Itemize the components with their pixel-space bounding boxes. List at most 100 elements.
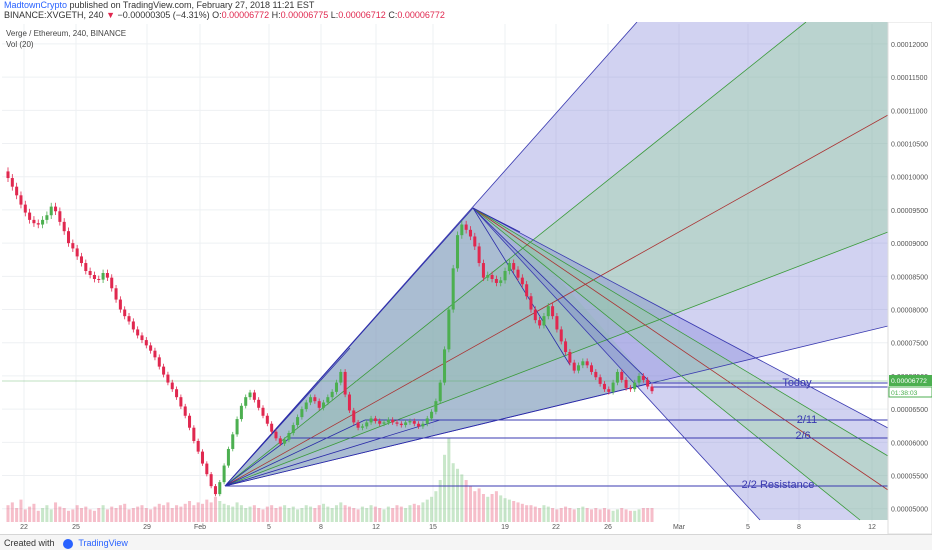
candle-body — [430, 411, 434, 419]
candle — [205, 461, 209, 477]
candle-body — [309, 397, 313, 403]
last-price-value: 0.00006772 — [891, 378, 927, 385]
candle-body — [136, 329, 140, 336]
candle-body — [624, 379, 628, 388]
candle-body — [447, 309, 451, 350]
candle — [477, 242, 481, 267]
candle-body — [209, 474, 213, 487]
annotation-label: 2/6 — [795, 430, 810, 442]
candle-body — [520, 277, 524, 285]
tradingview-logo-icon — [63, 538, 74, 549]
volume-bar — [235, 502, 239, 522]
candle-body — [460, 224, 464, 236]
candle-body — [175, 389, 179, 398]
candle-body — [486, 274, 490, 278]
candle — [438, 379, 442, 404]
volume-bar — [71, 509, 75, 522]
candle-body — [378, 421, 382, 424]
candle-body — [317, 401, 321, 408]
volume-bar — [170, 508, 174, 522]
candle-body — [525, 284, 529, 297]
x-tick-label: 5 — [746, 524, 750, 531]
candle — [97, 275, 101, 284]
candle-body — [438, 382, 442, 402]
candle — [594, 369, 598, 381]
candle — [49, 202, 53, 219]
footer-brand-link[interactable]: TradingView — [78, 538, 128, 548]
x-tick-label: 25 — [72, 524, 80, 531]
candle-body — [54, 206, 58, 212]
volume-bar — [101, 505, 105, 522]
candle-body — [468, 229, 472, 237]
candle — [481, 259, 485, 282]
candle-body — [183, 406, 187, 416]
candle — [239, 403, 243, 422]
candle — [15, 182, 19, 200]
volume-bar — [114, 508, 118, 522]
candle-body — [222, 465, 226, 483]
volume-bar — [378, 508, 382, 522]
candle — [512, 259, 516, 274]
candle — [192, 425, 196, 444]
candle — [633, 379, 637, 392]
candle — [347, 391, 351, 414]
volume-bar — [434, 491, 438, 522]
candle — [360, 423, 364, 431]
volume-bar — [499, 495, 503, 522]
candle — [196, 438, 200, 454]
candle-body — [110, 277, 114, 289]
x-tick-label: 12 — [372, 524, 380, 531]
candle-body — [343, 371, 347, 395]
volume-bar — [334, 505, 338, 522]
candle — [222, 463, 226, 485]
candle — [538, 317, 542, 329]
candle-body — [41, 219, 45, 225]
volume-bar — [555, 509, 559, 522]
candle — [443, 346, 447, 386]
volume-bar — [274, 508, 278, 522]
candle — [460, 220, 464, 239]
candle — [589, 362, 594, 375]
candle-body — [75, 248, 79, 257]
gann-fan-drawings — [2, 22, 889, 521]
candle — [615, 369, 619, 386]
candle-body — [577, 365, 581, 371]
candle — [330, 389, 334, 400]
price-chart[interactable]: 0.00012000 0.00011500 0.00011000 0.00010500… — [0, 22, 932, 534]
volume-bar — [421, 502, 425, 522]
candle-body — [166, 374, 170, 383]
volume-bar — [192, 505, 196, 522]
candle-body — [434, 401, 438, 412]
candle-body — [425, 418, 429, 424]
volume-bar — [464, 480, 468, 522]
volume-bar — [365, 508, 369, 522]
candle-body — [10, 178, 14, 187]
volume-bar — [602, 508, 606, 522]
volume-bar — [6, 505, 10, 522]
candle — [313, 394, 317, 404]
candle — [162, 363, 166, 378]
volume-bar — [581, 506, 585, 522]
candle — [213, 484, 217, 497]
volume-bar — [32, 503, 36, 522]
volume-bar — [291, 506, 295, 522]
volume-bar — [265, 506, 269, 522]
candle — [248, 389, 252, 400]
candle — [235, 416, 239, 437]
volume-bar — [486, 496, 490, 522]
volume-bar — [188, 501, 192, 522]
volume-bar — [360, 506, 364, 522]
candle-body — [404, 422, 408, 426]
candle-body — [235, 419, 239, 435]
candle — [131, 318, 135, 333]
candle-body — [226, 448, 230, 466]
volume-bar — [278, 506, 282, 522]
candle-body — [105, 273, 109, 278]
author-link[interactable]: MadtownCrypto — [4, 0, 68, 10]
candle-body — [551, 306, 555, 317]
volume-bar — [75, 505, 79, 522]
candle — [399, 421, 403, 428]
candle-body — [529, 296, 533, 310]
candle-body — [391, 419, 395, 423]
candle — [503, 267, 507, 284]
